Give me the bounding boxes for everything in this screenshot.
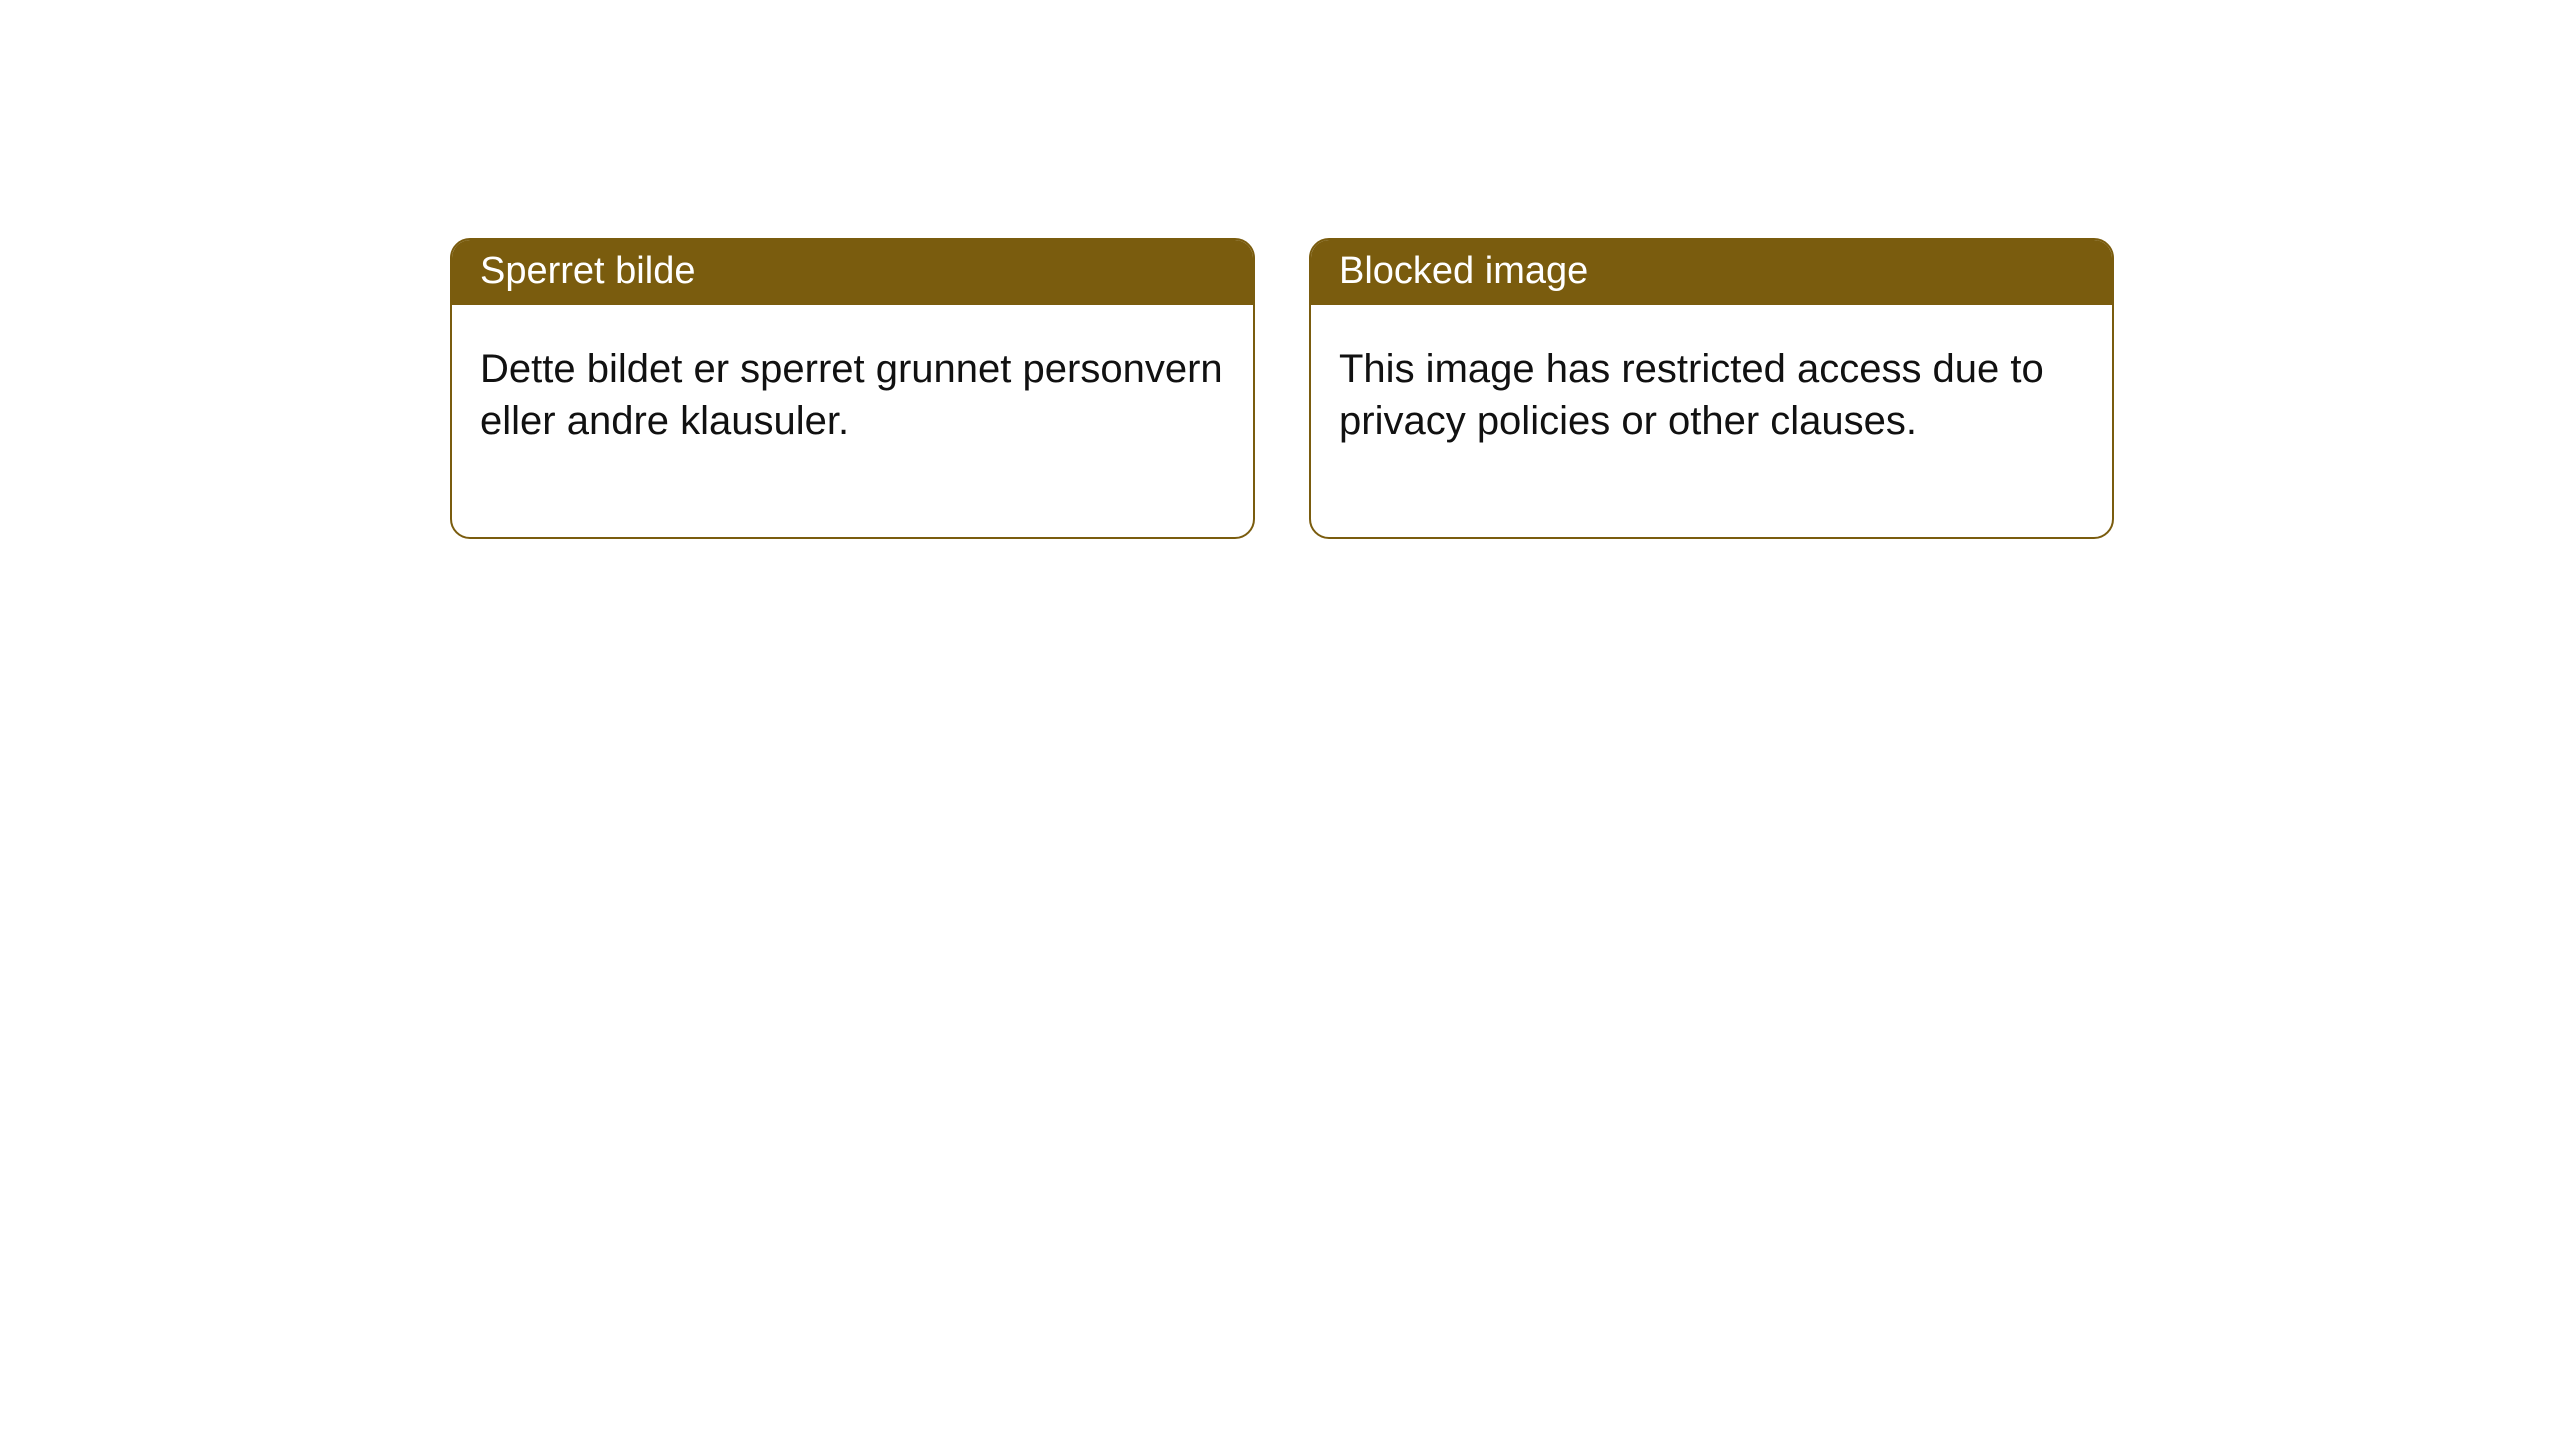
notice-header: Sperret bilde [452,240,1253,305]
notice-card-norwegian: Sperret bilde Dette bildet er sperret gr… [450,238,1255,539]
notice-header: Blocked image [1311,240,2112,305]
notice-card-english: Blocked image This image has restricted … [1309,238,2114,539]
notice-body: This image has restricted access due to … [1311,305,2112,537]
notice-container: Sperret bilde Dette bildet er sperret gr… [0,0,2560,539]
notice-body: Dette bildet er sperret grunnet personve… [452,305,1253,537]
